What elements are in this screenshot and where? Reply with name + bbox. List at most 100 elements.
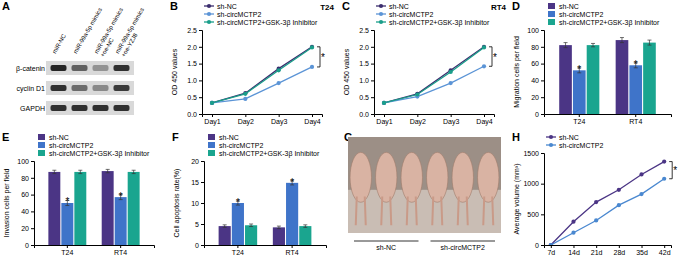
tick-label: 2.0 xyxy=(187,44,197,51)
x-tick: 14d xyxy=(568,245,580,256)
tick-mark xyxy=(579,114,580,117)
tick-label: 20 xyxy=(21,225,29,232)
legend-item: sh-NC xyxy=(546,134,579,141)
y-tick: 100 xyxy=(17,158,34,165)
photo-background xyxy=(348,137,501,233)
data-line xyxy=(212,67,312,103)
y-tick: 0 xyxy=(25,242,34,249)
y-tick: 0 xyxy=(535,242,544,249)
tick-mark xyxy=(212,114,213,117)
plot-area xyxy=(559,38,656,114)
tick-label: 40 xyxy=(21,208,29,215)
tick-label: RT4 xyxy=(114,249,127,256)
x-tick: 7d xyxy=(547,245,555,256)
data-line xyxy=(212,47,312,103)
data-point xyxy=(594,218,598,222)
legend-label: sh-circMCTP2+GSK-3β Inhibitor xyxy=(217,19,318,27)
series xyxy=(382,45,486,105)
y-tick: 500 xyxy=(527,211,544,218)
data-point xyxy=(382,101,386,105)
annotation: * xyxy=(321,52,325,63)
tick-label: 0.5 xyxy=(187,94,197,101)
tick-label: Day2 xyxy=(238,118,254,126)
bar xyxy=(102,171,114,245)
tick-label: 0.0 xyxy=(187,111,197,118)
mouse-body xyxy=(376,152,397,202)
tick-label: 1.0 xyxy=(359,77,369,84)
data-point xyxy=(210,101,214,105)
y-tick: 0.0 xyxy=(187,111,202,118)
legend-swatch xyxy=(208,142,215,148)
legend-swatch xyxy=(38,150,45,156)
tick-label: 1.5 xyxy=(359,60,369,67)
legend-label: sh-circMCTP2+GSK-3β Inhibitor xyxy=(219,150,320,158)
legend-item: sh-circMCTP2 xyxy=(38,142,93,149)
y-tick: 1500 xyxy=(523,150,544,157)
y-axis: 05101520 xyxy=(191,158,204,249)
series xyxy=(549,177,667,245)
legend-label: sh-circMCTP2 xyxy=(49,142,93,149)
axis-line xyxy=(35,246,155,249)
data-point xyxy=(449,70,453,74)
legend-item: sh-NC xyxy=(38,134,69,141)
lane-label-line: miR-NC xyxy=(51,32,67,54)
tick-mark xyxy=(573,245,574,248)
series xyxy=(245,224,311,245)
tick-mark xyxy=(292,245,293,248)
axis-line xyxy=(205,246,327,249)
plot-area xyxy=(549,159,667,245)
blot-band xyxy=(51,85,67,91)
y-axis-title: Cell apoptosis rate(%) xyxy=(173,169,181,238)
y-tick: 2.5 xyxy=(359,27,374,34)
tick-mark xyxy=(619,245,620,248)
tick-label: Day4 xyxy=(476,118,492,126)
legend-label: sh-circMCTP2 xyxy=(559,142,603,149)
tick-mark xyxy=(279,114,280,117)
tick-label: 100 xyxy=(527,27,539,34)
legend-label: sh-circMCTP2+GSK-3β Inhibitor xyxy=(559,19,660,27)
legend-item: sh-circMCTP2+GSK-3β Inhibitor xyxy=(204,19,318,27)
lane-label-line: +oe-YZJ8 xyxy=(120,32,139,58)
legend: sh-NCsh-circMCTP2sh-circMCTP2+GSK-3β Inh… xyxy=(204,3,318,27)
series xyxy=(74,170,139,245)
y-tick: 2.5 xyxy=(187,27,202,34)
group-underline xyxy=(431,241,496,242)
legend-swatch xyxy=(548,11,555,17)
tick-mark xyxy=(664,245,665,248)
legend-label: sh-circMCTP2+GSK-3β Inhibitor xyxy=(389,19,490,27)
bar xyxy=(643,43,656,114)
lane-label: miR-NC xyxy=(51,32,67,54)
y-tick: 5 xyxy=(195,221,204,228)
y-axis-title: Invasion cells per field xyxy=(3,168,11,237)
y-axis-title: Average volume (mm³) xyxy=(513,163,521,234)
y-tick: 20 xyxy=(191,158,204,165)
tick-label: 20 xyxy=(531,94,539,101)
tick-mark xyxy=(31,228,34,229)
legend-item: sh-circMCTP2 xyxy=(204,11,261,18)
data-point xyxy=(594,200,598,204)
data-point xyxy=(310,45,314,49)
tick-label: T24 xyxy=(232,249,244,256)
tick-label: 1000 xyxy=(523,180,539,187)
tick-label: 14d xyxy=(568,249,580,256)
photo-floor xyxy=(348,190,501,233)
legend-marker xyxy=(379,4,383,8)
data-point xyxy=(382,101,386,105)
series xyxy=(210,45,314,105)
legend-label: sh-NC xyxy=(389,3,409,10)
x-tick: Day2 xyxy=(238,114,254,126)
series xyxy=(382,45,486,105)
panel-label: A xyxy=(2,0,10,12)
data-line xyxy=(551,162,664,245)
legend: sh-NCsh-circMCTP2sh-circMCTP2+GSK-3β Inh… xyxy=(208,134,320,158)
tick-mark xyxy=(541,214,544,215)
axis-line xyxy=(545,115,672,118)
y-tick: 0.5 xyxy=(359,94,374,101)
bar xyxy=(286,183,298,245)
annotation: * xyxy=(634,59,638,70)
y-axis-title: OD 450 values xyxy=(343,48,350,95)
tick-mark xyxy=(199,47,202,48)
legend-swatch xyxy=(208,134,215,140)
tick-mark xyxy=(199,64,202,65)
tick-label: 0 xyxy=(25,242,29,249)
